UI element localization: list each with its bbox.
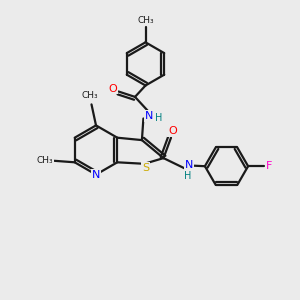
Text: O: O xyxy=(108,83,117,94)
Text: F: F xyxy=(266,161,272,171)
Text: N: N xyxy=(184,160,193,170)
Text: N: N xyxy=(145,111,153,121)
Text: H: H xyxy=(155,113,162,123)
Text: O: O xyxy=(168,126,177,136)
Text: H: H xyxy=(184,171,192,181)
Text: CH₃: CH₃ xyxy=(137,16,154,25)
Text: N: N xyxy=(92,169,100,180)
Text: S: S xyxy=(142,163,149,173)
Text: CH₃: CH₃ xyxy=(82,92,98,100)
Text: CH₃: CH₃ xyxy=(36,156,53,165)
